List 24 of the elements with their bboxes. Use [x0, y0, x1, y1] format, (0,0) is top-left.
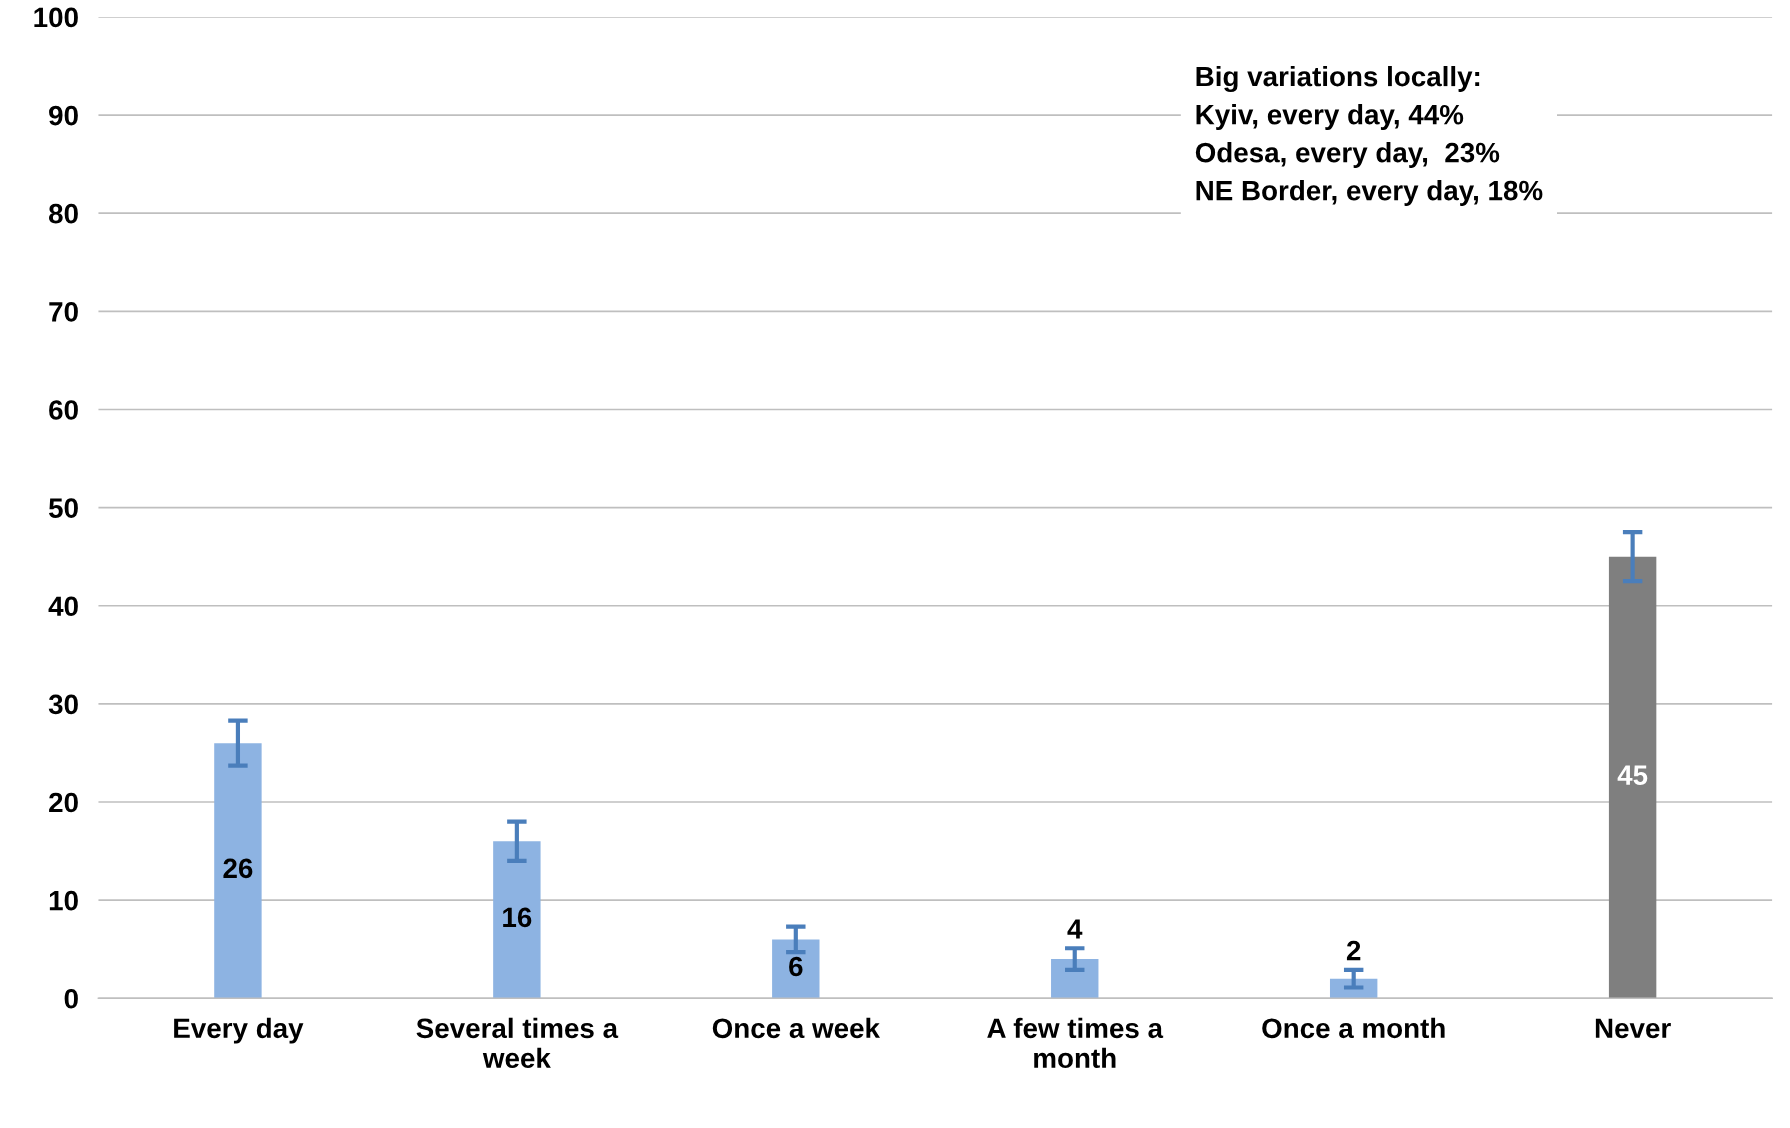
x-tick-label: Several times a week — [416, 1017, 619, 1069]
y-tick-label: 0 — [64, 988, 78, 1009]
annotation: Big variations locally: Kyiv, every day, 44% Odesa, every day, 23% NE Border, every day, 18% — [1195, 65, 1543, 206]
x-tick-label: Once a week — [712, 1017, 880, 1039]
data-label: 26 — [223, 858, 253, 879]
y-tick-label: 50 — [48, 498, 78, 518]
y-tick-label: 20 — [49, 792, 78, 813]
data-label: 16 — [503, 907, 532, 928]
y-tick-label: 90 — [49, 105, 78, 126]
x-tick-label: Every day — [174, 1017, 304, 1044]
y-tick-label: 40 — [48, 596, 78, 617]
x-tick-label: Never — [1595, 1018, 1671, 1039]
data-label: 45 — [1617, 765, 1648, 785]
data-label: 6 — [789, 956, 803, 977]
y-tick-label: 70 — [49, 302, 78, 322]
x-tick-label: A few times a month — [987, 1017, 1164, 1069]
y-tick-label: 60 — [49, 400, 78, 420]
data-label: 2 — [1346, 940, 1361, 961]
y-tick-label: 10 — [49, 890, 78, 911]
x-tick-label: Once a month — [1262, 1017, 1445, 1039]
data-label: 4 — [1067, 919, 1083, 939]
y-tick-label: 30 — [48, 694, 78, 715]
y-tick-label: 80 — [48, 203, 78, 224]
y-tick-label: 100 — [34, 7, 78, 28]
